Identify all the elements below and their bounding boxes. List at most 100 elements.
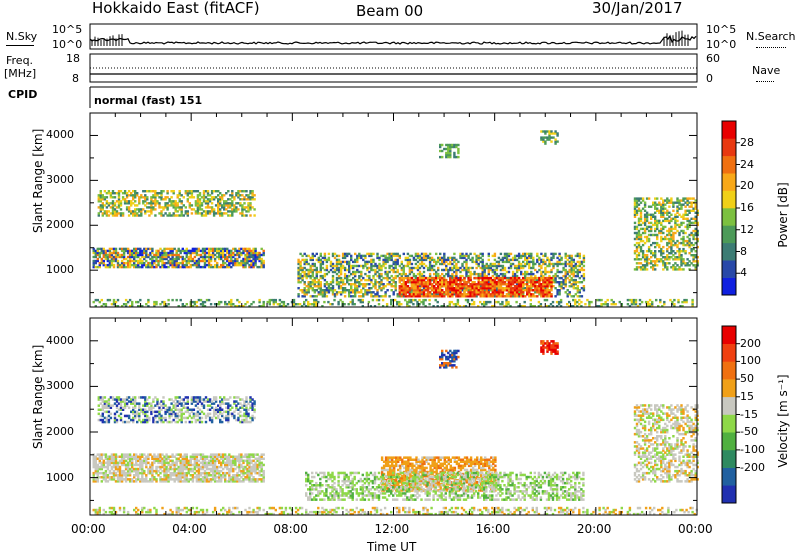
heatmap-cell <box>186 192 189 195</box>
heatmap-cell <box>194 190 198 193</box>
heatmap-cell <box>311 272 314 276</box>
heatmap-cell <box>388 266 391 270</box>
heatmap-cell <box>176 196 179 199</box>
heatmap-cell <box>660 197 663 200</box>
heatmap-cell <box>416 287 420 290</box>
heatmap-cell <box>688 221 691 225</box>
heatmap-cell <box>235 208 238 211</box>
heatmap-cell <box>321 276 325 280</box>
heatmap-cell <box>126 251 130 255</box>
heatmap-cell <box>178 206 181 209</box>
heatmap-cell <box>556 256 559 260</box>
heatmap-cell <box>145 474 148 477</box>
heatmap-cell <box>483 291 486 294</box>
heatmap-cell <box>111 192 115 195</box>
heatmap-cell <box>96 469 99 473</box>
heatmap-cell <box>131 459 134 463</box>
heatmap-cell <box>364 291 367 294</box>
heatmap-cell <box>156 194 159 197</box>
heatmap-cell <box>258 298 261 302</box>
heatmap-cell <box>94 261 97 265</box>
heatmap-cell <box>670 245 673 249</box>
heatmap-cell <box>323 291 327 294</box>
heatmap-cell <box>692 243 695 247</box>
heatmap-cell <box>98 471 101 475</box>
heatmap-cell <box>250 259 253 263</box>
heatmap-cell <box>182 196 185 199</box>
heatmap-cell <box>145 461 148 465</box>
heatmap-cell <box>410 298 413 302</box>
heatmap-cell <box>123 198 127 201</box>
heatmap-cell <box>226 263 229 267</box>
heatmap-cell <box>694 211 697 214</box>
heatmap-cell <box>108 249 112 253</box>
heatmap-cell <box>133 261 136 265</box>
heatmap-cell <box>684 252 687 255</box>
heatmap-cell <box>317 283 320 286</box>
heatmap-cell <box>540 276 543 280</box>
heatmap-cell <box>211 255 215 259</box>
heatmap-cell <box>309 274 312 278</box>
heatmap-cell <box>548 260 551 264</box>
heatmap-cell <box>311 252 314 256</box>
heatmap-cell <box>449 262 452 266</box>
heatmap-cell <box>441 258 444 262</box>
heatmap-cell <box>487 289 490 292</box>
heatmap-cell <box>241 190 244 193</box>
heatmap-cell <box>141 461 144 465</box>
heatmap-cell <box>692 233 695 237</box>
heatmap-cell <box>112 453 116 456</box>
heatmap-cell <box>694 227 697 231</box>
heatmap-cell <box>337 291 341 294</box>
heatmap-cell <box>216 265 219 269</box>
heatmap-cell <box>513 272 517 276</box>
heatmap-cell <box>435 291 438 294</box>
heatmap-cell <box>148 214 151 217</box>
heatmap-cell <box>532 272 535 276</box>
heatmap-cell <box>572 266 575 270</box>
heatmap-cell <box>163 261 166 265</box>
heatmap-cell <box>103 210 107 213</box>
heatmap-cell <box>112 255 116 259</box>
heatmap-cell <box>126 469 130 473</box>
heatmap-cell <box>220 247 223 251</box>
heatmap-cell <box>651 305 654 308</box>
heatmap-cell <box>131 253 134 257</box>
heatmap-cell <box>169 247 172 251</box>
heatmap-cell <box>221 212 224 215</box>
heatmap-cell <box>159 253 162 257</box>
heatmap-cell <box>99 194 102 197</box>
heatmap-cell <box>143 261 146 265</box>
heatmap-cell <box>406 274 410 278</box>
heatmap-cell <box>451 266 454 270</box>
heatmap-cell <box>317 270 320 274</box>
heatmap-cell <box>171 249 174 253</box>
heatmap-cell <box>451 256 454 260</box>
heatmap-cell <box>491 293 494 296</box>
heatmap-cell <box>680 223 683 227</box>
heatmap-cell <box>120 455 124 458</box>
heatmap-cell <box>388 281 391 284</box>
heatmap-cell <box>341 278 345 282</box>
heatmap-cell <box>509 278 513 282</box>
heatmap-cell <box>692 235 695 239</box>
heatmap-cell <box>153 461 156 465</box>
heatmap-cell <box>643 213 647 216</box>
heatmap-cell <box>635 205 639 208</box>
heatmap-cell <box>670 217 673 220</box>
heatmap-cell <box>570 264 573 268</box>
heatmap-cell <box>112 465 116 469</box>
heatmap-cell <box>692 229 695 233</box>
heatmap-cell <box>682 250 685 253</box>
heatmap-cell <box>639 247 643 251</box>
heatmap-cell <box>650 227 653 231</box>
heatmap-cell <box>394 270 397 274</box>
heatmap-cell <box>171 265 174 269</box>
heatmap-cell <box>505 276 509 280</box>
heatmap-cell <box>639 258 643 261</box>
heatmap-cell <box>343 254 347 258</box>
heatmap-cell <box>151 476 154 479</box>
heatmap-cell <box>137 478 140 481</box>
heatmap-cell <box>551 300 555 304</box>
heatmap-cell <box>321 266 325 270</box>
